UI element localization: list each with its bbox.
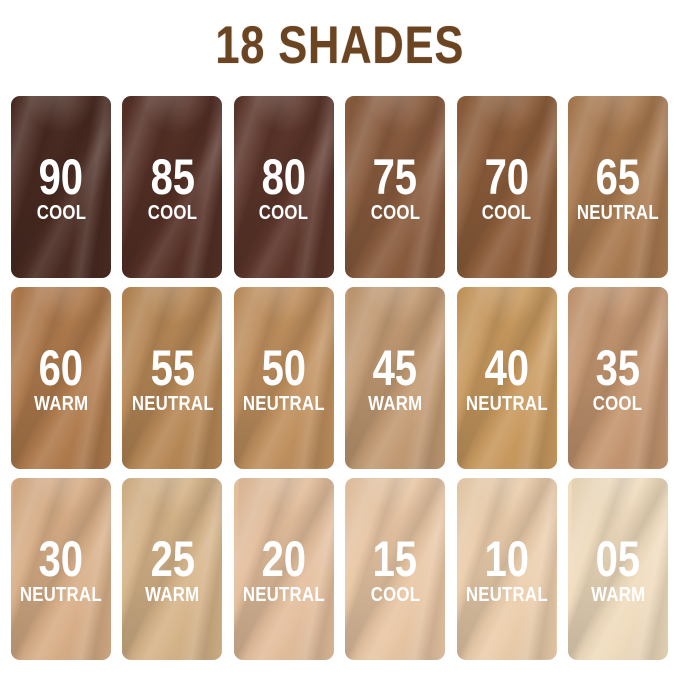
shade-swatch[interactable]: 10 NEUTRAL (456, 478, 557, 660)
shade-swatch[interactable]: 60 WARM (11, 287, 111, 469)
swatch-color-fill (122, 287, 223, 469)
shade-number: 60 (38, 339, 84, 396)
shade-undertone: WARM (590, 583, 646, 606)
shade-number: 65 (595, 148, 641, 205)
shade-swatch[interactable]: 30 NEUTRAL (11, 478, 111, 660)
shade-swatch-grid: 90 COOL 85 COOL 80 COOL 75 COOL 70 COOL 65 NEUTRAL 6… (11, 96, 668, 660)
shade-number: 15 (372, 530, 418, 587)
swatch-label-group: 15 COOL (345, 530, 445, 606)
shade-undertone: COOL (593, 392, 643, 415)
shade-number: 25 (150, 530, 195, 587)
shade-number: 05 (595, 530, 641, 587)
shade-number: 40 (484, 339, 529, 396)
shade-number: 20 (261, 530, 307, 587)
shade-number: 45 (372, 339, 418, 396)
shade-number: 85 (150, 148, 195, 205)
page-title: 18 SHADES (215, 15, 464, 75)
shade-undertone: NEUTRAL (465, 392, 548, 415)
shade-swatch[interactable]: 20 NEUTRAL (233, 478, 334, 660)
swatch-color-fill (11, 478, 111, 660)
shade-swatch[interactable]: 15 COOL (345, 478, 446, 660)
swatch-label-group: 40 NEUTRAL (457, 339, 557, 415)
shade-undertone: WARM (368, 392, 423, 415)
shade-swatch[interactable]: 85 COOL (122, 96, 223, 278)
swatch-texture-layer (122, 287, 223, 469)
shade-number: 75 (372, 148, 418, 205)
swatch-label-group: 80 COOL (234, 148, 334, 224)
shade-number: 90 (38, 148, 84, 205)
shade-swatch[interactable]: 25 WARM (122, 478, 223, 660)
shade-swatch[interactable]: 40 NEUTRAL (456, 287, 557, 469)
swatch-color-fill (233, 287, 334, 469)
swatch-label-group: 50 NEUTRAL (234, 339, 334, 415)
shade-undertone: NEUTRAL (465, 583, 548, 606)
swatch-label-group: 30 NEUTRAL (11, 530, 111, 606)
shade-undertone: NEUTRAL (242, 583, 325, 606)
swatch-color-fill (11, 96, 111, 278)
swatch-label-group: 70 COOL (457, 148, 557, 224)
shade-undertone: COOL (259, 201, 309, 224)
shade-undertone: COOL (481, 201, 532, 224)
shade-number: 55 (150, 339, 195, 396)
swatch-color-fill (456, 96, 557, 278)
swatch-color-fill (567, 287, 668, 469)
swatch-label-group: 45 WARM (345, 339, 445, 415)
shade-number: 50 (261, 339, 307, 396)
shade-undertone: COOL (36, 201, 86, 224)
shade-undertone: NEUTRAL (242, 392, 325, 415)
shade-swatch[interactable]: 70 COOL (456, 96, 557, 278)
shade-undertone: NEUTRAL (19, 583, 103, 606)
shade-swatch[interactable]: 75 COOL (345, 96, 446, 278)
swatch-color-fill (567, 478, 668, 660)
shade-undertone: NEUTRAL (576, 201, 659, 224)
swatch-label-group: 60 WARM (11, 339, 111, 415)
swatch-color-fill (233, 96, 334, 278)
shade-undertone: COOL (370, 201, 420, 224)
shade-swatch[interactable]: 45 WARM (345, 287, 446, 469)
swatch-label-group: 25 WARM (122, 530, 222, 606)
shade-swatch[interactable]: 65 NEUTRAL (567, 96, 668, 278)
shade-undertone: NEUTRAL (131, 392, 214, 415)
shade-swatch[interactable]: 90 COOL (11, 96, 111, 278)
swatch-texture-layer (122, 287, 223, 371)
shade-undertone: WARM (33, 392, 89, 415)
page-header: 18 SHADES (0, 0, 679, 90)
swatch-color-fill (122, 96, 223, 278)
swatch-color-fill (345, 287, 446, 469)
swatch-label-group: 05 WARM (568, 530, 668, 606)
swatch-label-group: 75 COOL (345, 148, 445, 224)
swatch-texture-layer (122, 287, 223, 469)
shade-number: 80 (261, 148, 307, 205)
swatch-label-group: 85 COOL (122, 148, 222, 224)
swatch-label-group: 35 COOL (568, 339, 668, 415)
swatch-color-fill (122, 478, 223, 660)
swatch-color-fill (345, 96, 446, 278)
shade-swatch[interactable]: 05 WARM (567, 478, 668, 660)
swatch-label-group: 20 NEUTRAL (234, 530, 334, 606)
shade-undertone: WARM (145, 583, 200, 606)
swatch-color-fill (11, 287, 111, 469)
swatch-label-group: 55 NEUTRAL (122, 339, 222, 415)
shade-swatch[interactable]: 50 NEUTRAL (233, 287, 334, 469)
swatch-texture-layer (122, 287, 223, 469)
shade-number: 10 (484, 530, 529, 587)
shade-number: 70 (484, 148, 529, 205)
swatch-label-group: 90 COOL (11, 148, 111, 224)
swatch-color-fill (567, 96, 668, 278)
swatch-label-group: 10 NEUTRAL (457, 530, 557, 606)
shade-undertone: COOL (147, 201, 198, 224)
shade-undertone: COOL (370, 583, 420, 606)
swatch-texture-layer (122, 287, 223, 469)
swatch-color-fill (456, 478, 557, 660)
swatch-color-fill (345, 478, 446, 660)
shade-swatch[interactable]: 35 COOL (567, 287, 668, 469)
swatch-color-fill (456, 287, 557, 469)
shade-swatch[interactable]: 80 COOL (233, 96, 334, 278)
shade-swatch[interactable]: 55 NEUTRAL (122, 287, 223, 469)
shade-number: 30 (38, 530, 84, 587)
swatch-color-fill (233, 478, 334, 660)
shade-number: 35 (595, 339, 641, 396)
swatch-label-group: 65 NEUTRAL (568, 148, 668, 224)
